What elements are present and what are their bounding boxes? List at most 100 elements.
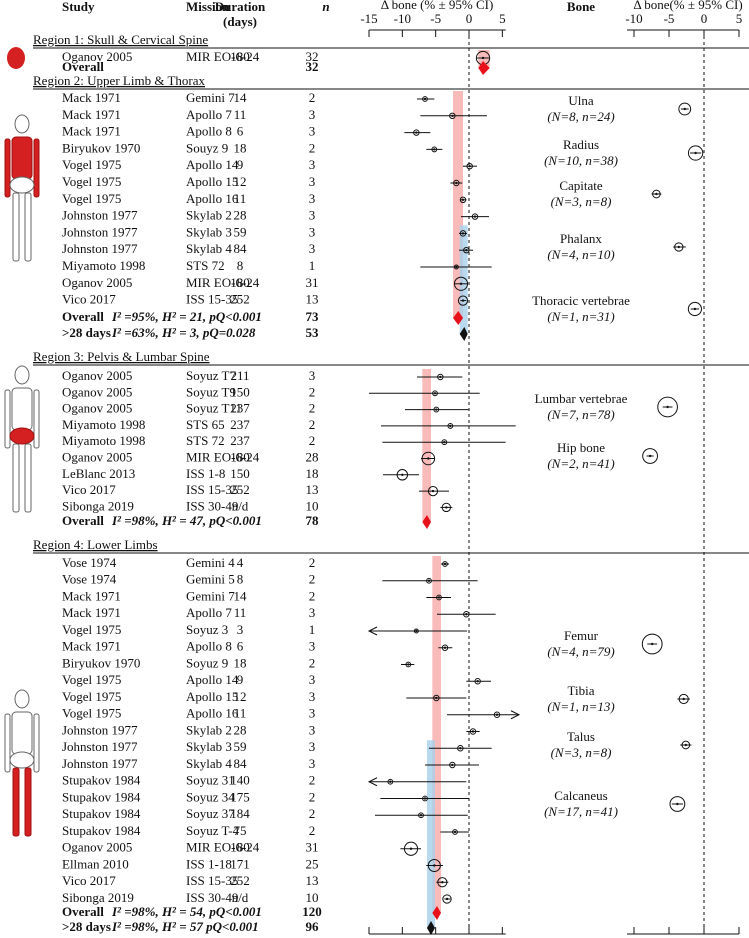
summary-stats: I² =98%, H² = 47, pQ<0.001 xyxy=(111,513,262,528)
mission: Soyuz 37 xyxy=(186,806,235,821)
estimate-dot xyxy=(433,148,436,151)
study-estimate xyxy=(427,485,439,497)
summary-stats: I² =63%, H² = 3, pQ=0.028 xyxy=(111,325,256,340)
skeleton-icon xyxy=(33,713,40,773)
duration: 4 xyxy=(237,555,244,570)
study: Sibonga 2019 xyxy=(62,890,134,905)
study: Johnston 1977 xyxy=(62,224,138,239)
x-tick-label: 0 xyxy=(701,11,708,26)
study-estimate xyxy=(436,594,442,601)
mission: Soyuz T11 xyxy=(186,401,242,416)
study-estimate xyxy=(652,189,661,199)
duration: 12 xyxy=(234,689,247,704)
bone-count: (N=3, n=8) xyxy=(551,745,612,760)
skeleton-icon xyxy=(24,767,32,837)
mission: Soyuz 3 xyxy=(186,622,228,637)
sample-size: 2 xyxy=(309,572,316,587)
estimate-dot xyxy=(677,245,680,249)
estimate-dot xyxy=(431,489,435,493)
study: Vico 2017 xyxy=(62,873,116,888)
study: Vogel 1975 xyxy=(62,157,121,172)
study-estimate xyxy=(641,633,663,655)
estimate-dot xyxy=(676,802,679,806)
estimate-dot xyxy=(694,151,697,155)
skeleton-icon xyxy=(33,138,40,198)
skeleton-icon xyxy=(4,713,11,773)
study-estimate xyxy=(441,502,451,513)
study-estimate xyxy=(437,877,448,888)
summary-n: 53 xyxy=(306,325,320,340)
sample-size: 2 xyxy=(309,417,316,432)
study-estimate xyxy=(433,406,440,413)
duration: 8 xyxy=(237,572,244,587)
study-estimate xyxy=(403,841,419,856)
study-estimate xyxy=(418,812,424,819)
estimate-dot xyxy=(455,265,458,269)
study-estimate xyxy=(453,264,459,270)
estimate-dot xyxy=(423,97,427,101)
mission: Apollo 16 xyxy=(186,191,239,206)
sample-size: 2 xyxy=(309,401,316,416)
summary-diamond xyxy=(422,515,431,529)
study: Vogel 1975 xyxy=(62,706,121,721)
duration: 171 xyxy=(230,856,250,871)
sample-size: 3 xyxy=(309,706,316,721)
skeleton-icon xyxy=(14,114,30,134)
sample-size: 2 xyxy=(309,433,316,448)
study: Vico 2017 xyxy=(62,482,116,497)
sample-size: 3 xyxy=(309,739,316,754)
mission: Apollo 7 xyxy=(186,107,232,122)
bone-count: (N=2, n=41) xyxy=(547,456,614,471)
sample-size: 2 xyxy=(309,90,316,105)
study: Johnston 1977 xyxy=(62,756,138,771)
duration: 11 xyxy=(234,107,247,122)
study: Oganov 2005 xyxy=(62,449,132,464)
mission: Apollo 8 xyxy=(186,124,232,139)
study: LeBlanc 2013 xyxy=(62,466,135,481)
estimate-dot xyxy=(441,881,444,884)
mission: Apollo 16 xyxy=(186,706,239,721)
study-estimate xyxy=(474,678,481,685)
mission: ISS 30-49 xyxy=(186,498,238,513)
study-estimate xyxy=(678,693,689,705)
mission: Skylab 3 xyxy=(186,739,232,754)
x-tick-label: -15 xyxy=(360,11,377,26)
duration: 175 xyxy=(230,789,250,804)
ci-arrow xyxy=(510,710,521,720)
skeleton-icon xyxy=(12,443,20,513)
estimate-dot xyxy=(455,181,458,185)
estimate-dot xyxy=(473,215,477,218)
study: Mack 1971 xyxy=(62,107,121,122)
estimate-dot xyxy=(461,232,465,235)
study: Mack 1971 xyxy=(62,605,121,620)
sample-size: 3 xyxy=(309,174,316,189)
study-estimate xyxy=(447,422,454,429)
x-tick-label: -10 xyxy=(625,11,642,26)
mission: ISS 15-35 xyxy=(186,482,238,497)
duration: 140 xyxy=(230,773,250,788)
estimate-dot xyxy=(451,763,454,767)
estimate-dot xyxy=(449,424,452,428)
bone-count: (N=8, n=24) xyxy=(547,109,614,124)
sample-size: 3 xyxy=(309,124,316,139)
duration: 252 xyxy=(230,292,250,307)
study: Mack 1971 xyxy=(62,588,121,603)
sample-size: 10 xyxy=(306,890,319,905)
bone-name: Radius xyxy=(563,137,599,152)
bone-count: (N=7, n=78) xyxy=(547,407,614,422)
duration: 9 xyxy=(237,672,244,687)
study-estimate xyxy=(405,661,412,668)
bone-name: Femur xyxy=(564,628,599,643)
estimate-dot xyxy=(409,847,413,850)
sample-size: 3 xyxy=(309,241,316,256)
study: Mack 1971 xyxy=(62,90,121,105)
study: Ellman 2010 xyxy=(62,856,129,871)
study-estimate xyxy=(459,230,467,237)
duration: 180 xyxy=(230,49,250,64)
estimate-dot xyxy=(443,646,447,649)
summary-diamond xyxy=(427,921,435,935)
estimate-dot xyxy=(445,506,448,509)
estimate-dot xyxy=(435,696,438,700)
bone-name: Capitate xyxy=(559,178,603,193)
estimate-dot xyxy=(666,405,669,409)
